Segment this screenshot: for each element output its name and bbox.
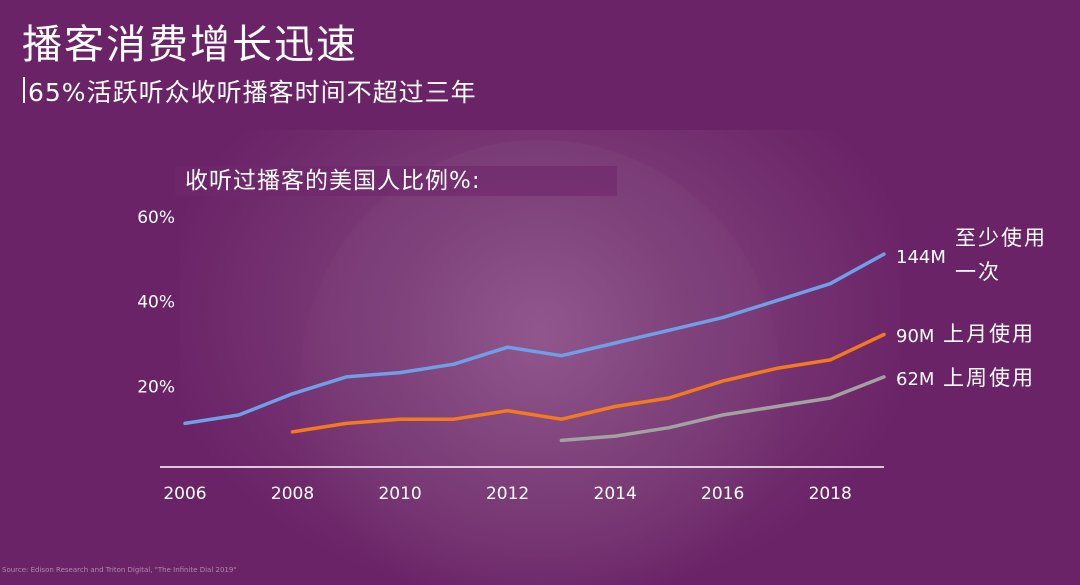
- series-end-value: 62M: [896, 369, 935, 390]
- data-point-monthly: [829, 359, 832, 361]
- series-end-text: 上月使用: [943, 322, 1035, 346]
- data-point-at_least_once: [883, 253, 885, 255]
- page-title: 播客消费增长迅速: [22, 22, 358, 68]
- data-point-at_least_once: [721, 316, 724, 319]
- data-point-monthly: [291, 431, 294, 433]
- x-tick-label: 2010: [378, 484, 421, 504]
- series-end-value: 144M: [896, 247, 946, 268]
- series-line-monthly: [290, 332, 886, 434]
- background-headphone-figure: [300, 140, 780, 585]
- data-point-monthly: [453, 418, 455, 421]
- data-point-monthly: [721, 380, 724, 382]
- data-point-at_least_once: [237, 414, 240, 416]
- source-note: Source: Edison Research and Triton Digit…: [2, 566, 237, 574]
- data-point-weekly: [829, 397, 832, 399]
- data-point-at_least_once: [560, 354, 563, 357]
- x-tick-label: 2014: [594, 484, 637, 504]
- data-point-weekly: [883, 376, 885, 378]
- series-lines: [183, 252, 886, 443]
- series-end-text: 一次: [955, 260, 1001, 284]
- data-point-monthly: [560, 418, 563, 421]
- y-tick-label: 20%: [137, 377, 175, 397]
- subtitle-text: 65%活跃听众收听播客时间不超过三年: [28, 78, 477, 107]
- data-point-at_least_once: [453, 363, 455, 365]
- data-point-at_least_once: [829, 282, 832, 285]
- page-subtitle: 65%活跃听众收听播客时间不超过三年: [23, 73, 477, 109]
- data-point-at_least_once: [291, 393, 294, 395]
- x-axis-ticks: 2006 2008 2010 2012 2014 2016 2018: [163, 484, 851, 504]
- data-point-at_least_once: [399, 371, 401, 374]
- x-tick-label: 2016: [701, 484, 744, 504]
- data-point-weekly: [775, 405, 778, 408]
- series-end-value: 90M: [896, 326, 935, 347]
- y-tick-label: 40%: [137, 293, 175, 313]
- data-point-monthly: [345, 422, 348, 425]
- data-point-at_least_once: [775, 299, 778, 302]
- series-end-value-label: 90M: [896, 323, 934, 347]
- data-point-at_least_once: [506, 346, 509, 349]
- x-tick-label: 2006: [163, 484, 206, 504]
- chart-heading: 收听过播客的美国人比例%:: [175, 166, 617, 196]
- data-point-monthly: [614, 405, 616, 408]
- data-point-monthly: [668, 397, 670, 399]
- y-tick-label: 60%: [137, 208, 175, 228]
- data-point-at_least_once: [668, 329, 670, 332]
- x-tick-label: 2008: [271, 484, 314, 504]
- data-point-monthly: [775, 367, 778, 370]
- data-point-weekly: [721, 414, 724, 416]
- series-line-at_least_once: [183, 252, 886, 426]
- data-point-weekly: [560, 439, 563, 442]
- series-end-value-label: 62M: [896, 366, 934, 390]
- y-axis-ticks: 20% 40% 60%: [137, 208, 175, 397]
- data-point-weekly: [668, 426, 670, 429]
- x-tick-label: 2018: [809, 484, 852, 504]
- data-point-monthly: [399, 418, 401, 421]
- subtitle-marker: [23, 77, 25, 103]
- series-end-text: 至少使用: [955, 226, 1047, 250]
- series-end-text: 上周使用: [943, 366, 1035, 390]
- data-point-monthly: [883, 333, 885, 336]
- data-point-weekly: [614, 435, 616, 437]
- data-point-at_least_once: [345, 376, 348, 378]
- data-point-at_least_once: [614, 342, 616, 344]
- data-point-monthly: [506, 409, 509, 412]
- x-tick-label: 2012: [486, 484, 529, 504]
- series-end-value-label: 144M: [896, 244, 946, 268]
- data-point-at_least_once: [184, 422, 186, 425]
